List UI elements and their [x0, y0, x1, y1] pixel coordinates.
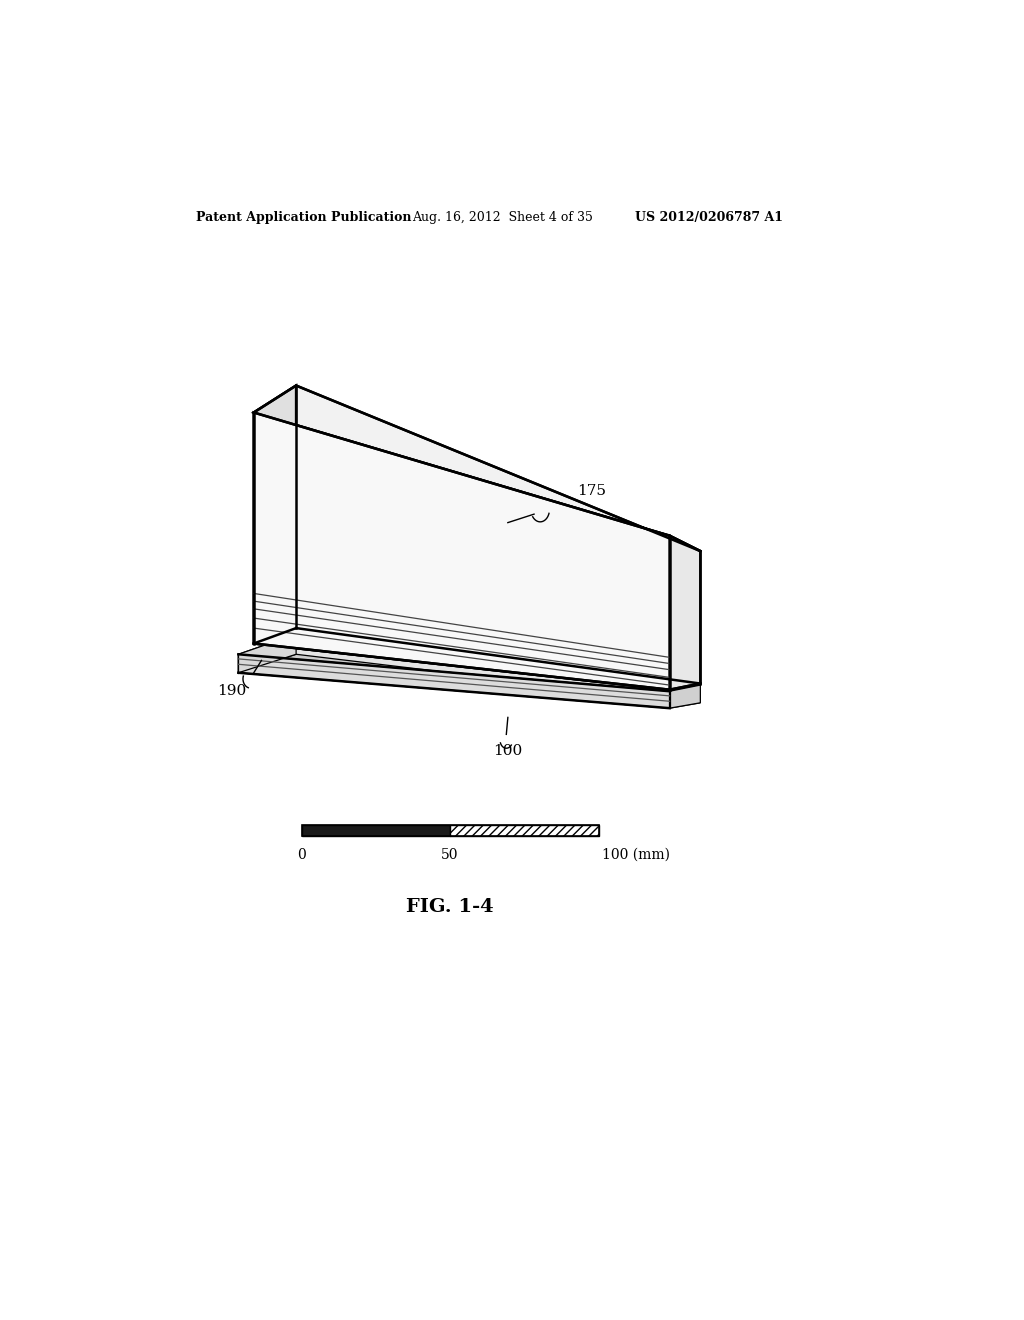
Polygon shape	[239, 635, 296, 673]
Polygon shape	[239, 635, 700, 692]
Text: 100 (mm): 100 (mm)	[602, 847, 670, 862]
Polygon shape	[254, 385, 700, 552]
Text: 50: 50	[441, 847, 459, 862]
Polygon shape	[254, 412, 670, 689]
Text: 0: 0	[297, 847, 306, 862]
Text: 190: 190	[217, 684, 246, 698]
Polygon shape	[301, 825, 451, 836]
Text: Patent Application Publication: Patent Application Publication	[196, 211, 412, 224]
Text: Aug. 16, 2012  Sheet 4 of 35: Aug. 16, 2012 Sheet 4 of 35	[412, 211, 593, 224]
Text: FIG. 1-4: FIG. 1-4	[407, 898, 494, 916]
Polygon shape	[254, 385, 296, 644]
Polygon shape	[670, 536, 700, 689]
Polygon shape	[451, 825, 599, 836]
Polygon shape	[239, 655, 700, 708]
Polygon shape	[670, 685, 700, 708]
Polygon shape	[239, 655, 670, 708]
Polygon shape	[254, 628, 700, 689]
Text: 100: 100	[494, 744, 522, 758]
Text: 175: 175	[578, 484, 606, 498]
Text: US 2012/0206787 A1: US 2012/0206787 A1	[635, 211, 783, 224]
